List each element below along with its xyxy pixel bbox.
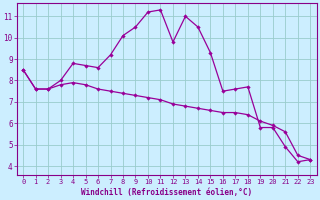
X-axis label: Windchill (Refroidissement éolien,°C): Windchill (Refroidissement éolien,°C)	[81, 188, 252, 197]
